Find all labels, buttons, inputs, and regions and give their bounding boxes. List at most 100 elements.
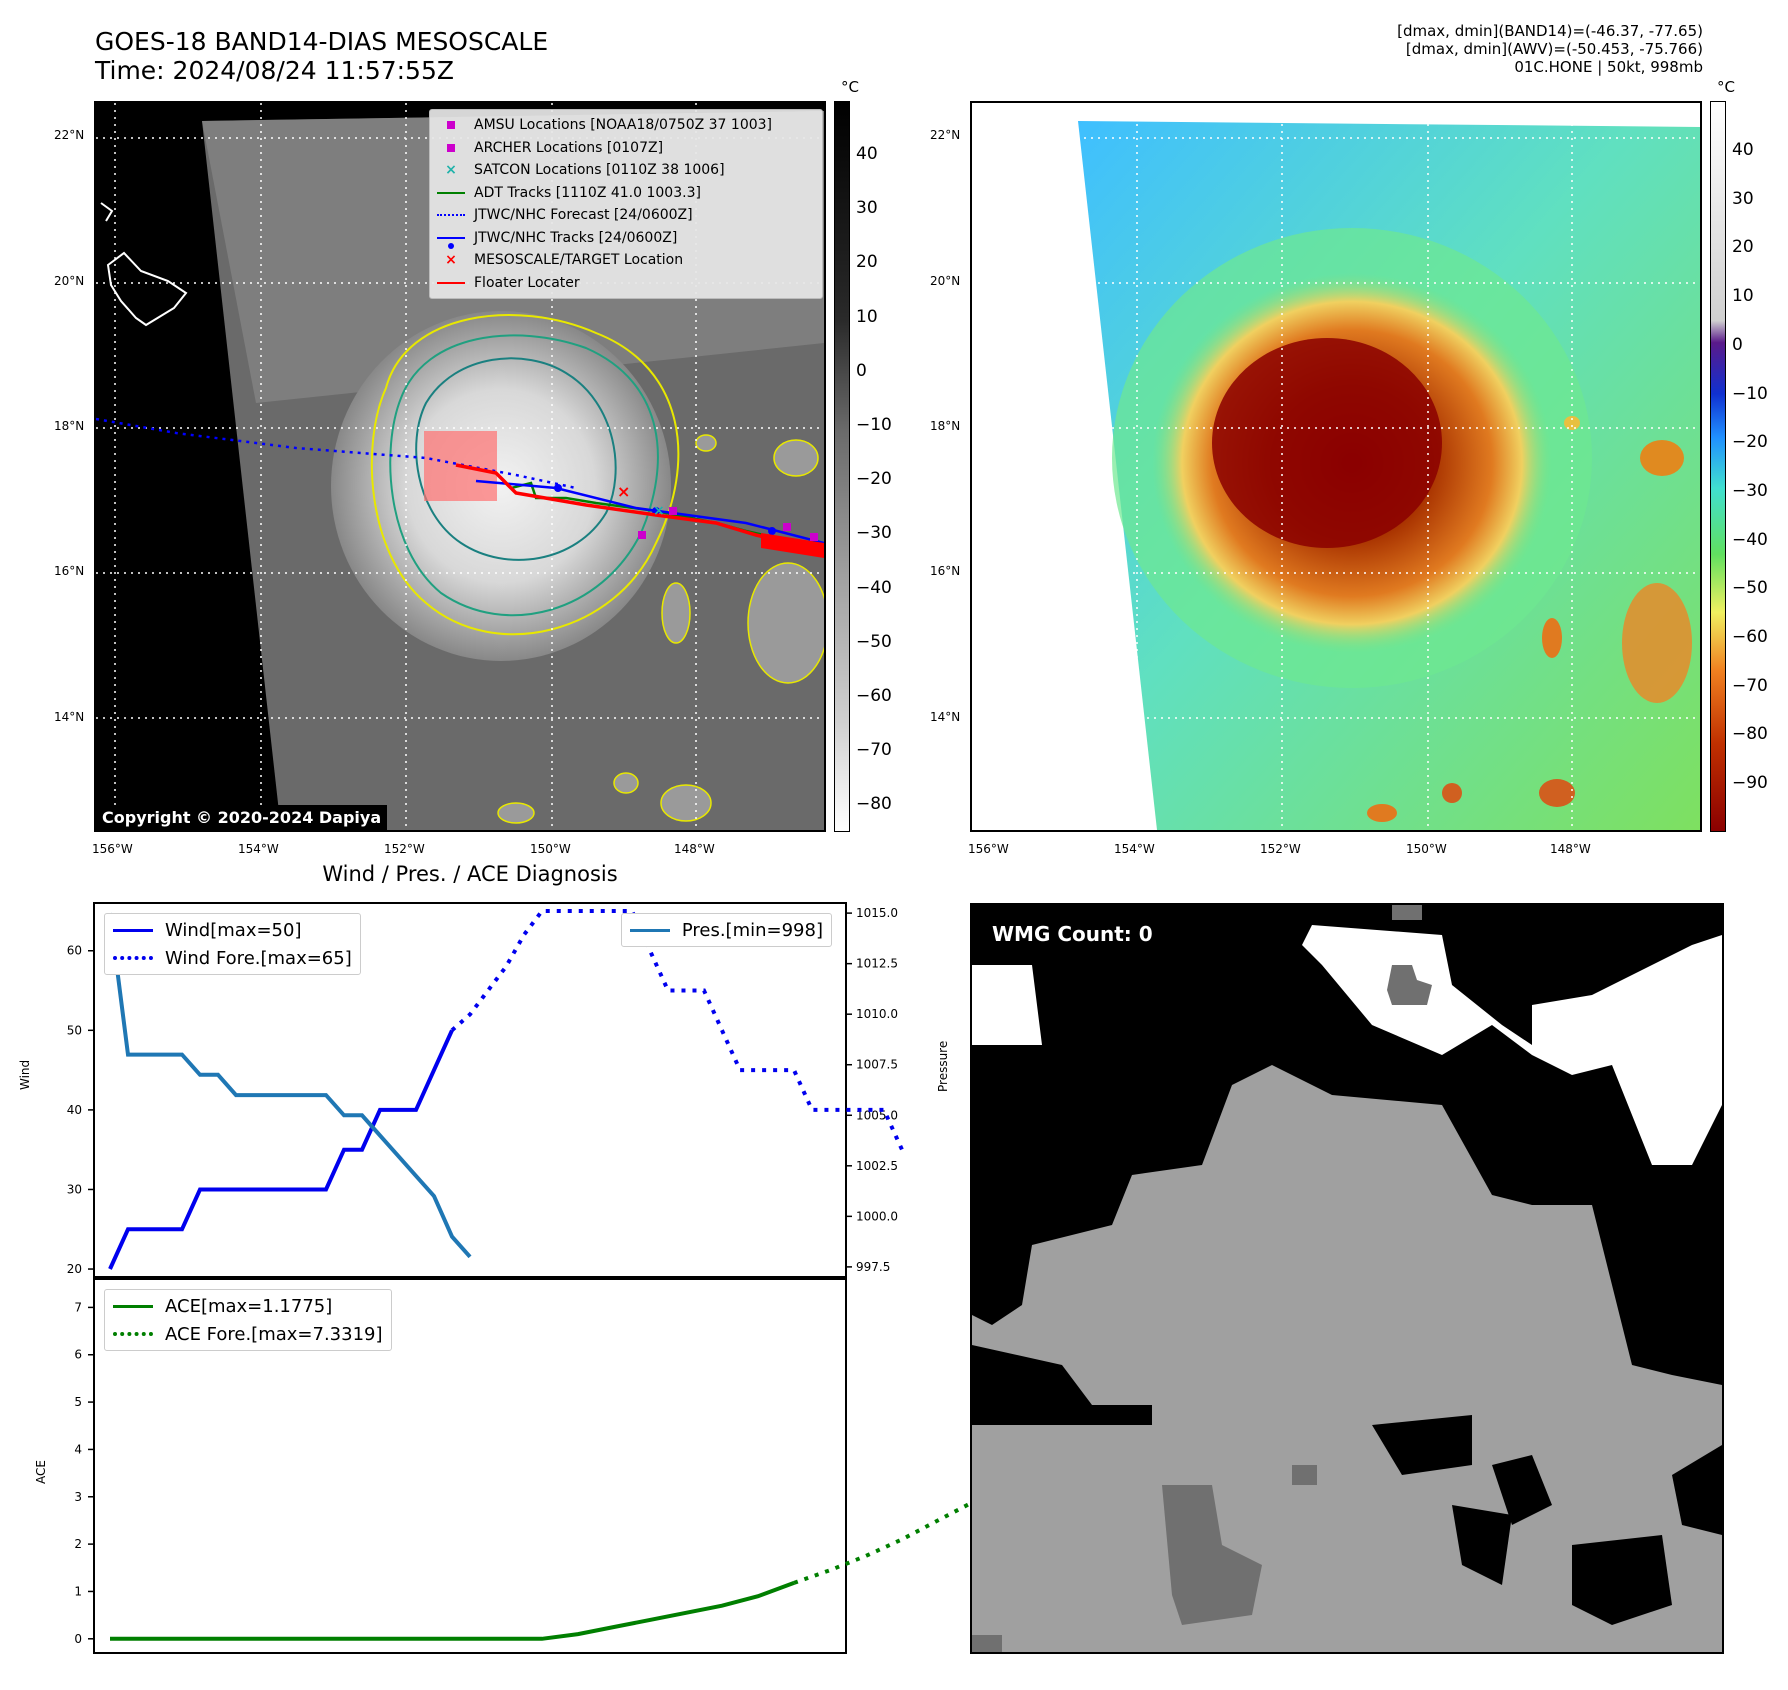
solid-line-icon xyxy=(113,928,153,932)
stat-awv: [dmax, dmin](AWV)=(-50.453, -75.766) xyxy=(1405,40,1703,58)
colorbar-tick-label: −60 xyxy=(1732,627,1768,647)
square-marker-icon xyxy=(436,143,466,152)
colorbar-tick-label: −80 xyxy=(1732,724,1768,745)
legend-label: JTWC/NHC Forecast [24/0600Z] xyxy=(474,207,693,224)
lat-label: 16°N xyxy=(930,564,961,578)
legend-label: AMSU Locations [NOAA18/0750Z 37 1003] xyxy=(474,117,773,134)
legend-item-archer: ARCHER Locations [0107Z] xyxy=(436,137,816,160)
colorbar-tick-label: −30 xyxy=(1732,480,1768,501)
lon-label: 152°W xyxy=(1260,842,1301,856)
colorbar-tick-label: −40 xyxy=(1732,529,1768,550)
dotted-line-icon xyxy=(436,214,466,217)
x-marker-icon: × xyxy=(445,252,457,269)
legend-label: ARCHER Locations [0107Z] xyxy=(474,139,664,156)
legend-label: SATCON Locations [0110Z 38 1006] xyxy=(474,162,725,179)
series-line-1 xyxy=(108,1029,454,1270)
lon-label: 154°W xyxy=(1114,842,1155,856)
dotted-line-icon xyxy=(113,956,153,960)
lat-label: 14°N xyxy=(54,710,85,724)
lat-label: 22°N xyxy=(54,128,85,142)
dotted-line-icon xyxy=(113,1332,153,1336)
lon-label: 150°W xyxy=(1406,842,1447,856)
y-tick-label: 1 xyxy=(74,1584,82,1598)
y-tick-label: 2 xyxy=(74,1537,82,1551)
legend-label: MESOSCALE/TARGET Location xyxy=(474,252,684,269)
lon-label: 148°W xyxy=(674,842,715,856)
copyright-label: Copyright © 2020-2024 Dapiya xyxy=(96,805,388,830)
colorbar-unit: °C xyxy=(1717,78,1735,96)
y2-tick-label: 1012.5 xyxy=(856,957,898,971)
y-tick-label: 0 xyxy=(74,1632,82,1646)
wind-pressure-chart: 20 30 40 50 60 997.5 1000.0 1002.5 1005.0 1007.5 1… xyxy=(67,902,904,1278)
series-line-3 xyxy=(108,912,472,1259)
colorbar-tick-label: −50 xyxy=(1732,578,1768,599)
y-tick-label: 7 xyxy=(74,1300,82,1314)
colorbar-tick-label: 40 xyxy=(1732,140,1754,160)
colorbar-tick-label: −10 xyxy=(856,415,892,435)
colorbar-tick-label: −70 xyxy=(856,740,892,761)
y2-tick-label: 1002.5 xyxy=(856,1159,898,1173)
colorbar-tick-label: 20 xyxy=(1732,237,1754,258)
solid-line-icon xyxy=(629,928,670,932)
y2-tick-label: 1000.0 xyxy=(856,1209,898,1223)
colorbar-tick-label: −10 xyxy=(1732,383,1768,404)
svg-text:×: × xyxy=(617,482,630,501)
legend-item-tracks: JTWC/NHC Tracks [24/0600Z] xyxy=(436,227,816,250)
colorbar-tick-label: 10 xyxy=(1732,286,1754,307)
y2-tick-label: 1007.5 xyxy=(856,1058,898,1072)
lon-label: 152°W xyxy=(384,842,425,856)
legend-item-adt: ADT Tracks [1110Z 41.0 1003.3] xyxy=(436,182,816,205)
title-line-1: GOES-18 BAND14-DIAS MESOSCALE xyxy=(95,27,549,56)
colorbar-tick-label: −80 xyxy=(856,794,892,815)
y-tick-label: 5 xyxy=(74,1395,82,1409)
legend-label: Floater Locater xyxy=(474,274,580,291)
plot-frame xyxy=(93,902,847,1278)
line-marker-icon xyxy=(436,281,466,284)
legend-item-pressure: Pres.[min=998] xyxy=(629,916,823,944)
colorbar-tick-label: 0 xyxy=(856,360,867,381)
colorbar-tick-label: 30 xyxy=(1732,188,1754,209)
legend-item-target: × MESOSCALE/TARGET Location xyxy=(436,249,816,272)
y-tick-label: 40 xyxy=(67,1103,82,1117)
legend-label: ACE Fore.[max=7.3319] xyxy=(165,1323,383,1345)
lon-label: 154°W xyxy=(238,842,279,856)
y-tick-label: 50 xyxy=(67,1023,82,1037)
colorbar-tick-label: −70 xyxy=(1732,675,1768,696)
legend-label: Pres.[min=998] xyxy=(681,919,823,941)
legend-label: ACE[max=1.1775] xyxy=(165,1295,333,1317)
ace-legend: ACE[max=1.1775] ACE Fore.[max=7.3319] xyxy=(104,1289,392,1351)
wind-legend: Wind[max=50] Wind Fore.[max=65] xyxy=(104,913,361,975)
legend-item-amsu: AMSU Locations [NOAA18/0750Z 37 1003] xyxy=(436,114,816,137)
stat-band14: [dmax, dmin](BAND14)=(-46.37, -77.65) xyxy=(1397,22,1703,40)
y-tick-label: 60 xyxy=(67,944,82,958)
pressure-axis-label: Pressure xyxy=(936,1040,950,1092)
title-line-2: Time: 2024/08/24 11:57:55Z xyxy=(95,56,454,85)
awv-map-image xyxy=(972,103,1700,830)
legend-item-forecast: JTWC/NHC Forecast [24/0600Z] xyxy=(436,204,816,227)
lon-label: 156°W xyxy=(92,842,133,856)
legend-label: Wind Fore.[max=65] xyxy=(165,947,352,969)
y2-tick-label: 1015.0 xyxy=(856,906,898,920)
ace-chart: 0 1 2 3 4 5 6 7 ACE[max=1.1775] ACE Fore.[max=7… xyxy=(74,1278,1515,1654)
wmg-panel: WMG Count: 0 xyxy=(970,903,1724,1654)
y-tick-label: 30 xyxy=(67,1182,82,1196)
lat-label: 18°N xyxy=(54,419,85,433)
lat-label: 18°N xyxy=(930,419,961,433)
y-tick-label: 3 xyxy=(74,1490,82,1504)
y-tick-label: 20 xyxy=(67,1262,82,1276)
y2-tick-label: 1005.0 xyxy=(856,1108,898,1122)
y-tick-label: 4 xyxy=(74,1442,82,1456)
wind-axis-label: Wind xyxy=(18,1059,32,1090)
series-line-1 xyxy=(110,1581,795,1641)
legend-item-ace-fore: ACE Fore.[max=7.3319] xyxy=(113,1320,383,1348)
colorbar-tick-label: 40 xyxy=(856,144,878,164)
y2-tick-label: 997.5 xyxy=(856,1260,890,1274)
y2-tick-label: 1010.0 xyxy=(856,1007,898,1021)
legend-item-floater: Floater Locater xyxy=(436,272,816,295)
colorbar-tick-label: −50 xyxy=(856,631,892,652)
wmg-count-badge: WMG Count: 0 xyxy=(984,917,1161,951)
line-dot-icon xyxy=(436,236,466,249)
legend-item-wind: Wind[max=50] xyxy=(113,916,352,944)
stats-block: [dmax, dmin](BAND14)=(-46.37, -77.65) [d… xyxy=(1397,22,1703,76)
lat-label: 20°N xyxy=(930,274,961,288)
